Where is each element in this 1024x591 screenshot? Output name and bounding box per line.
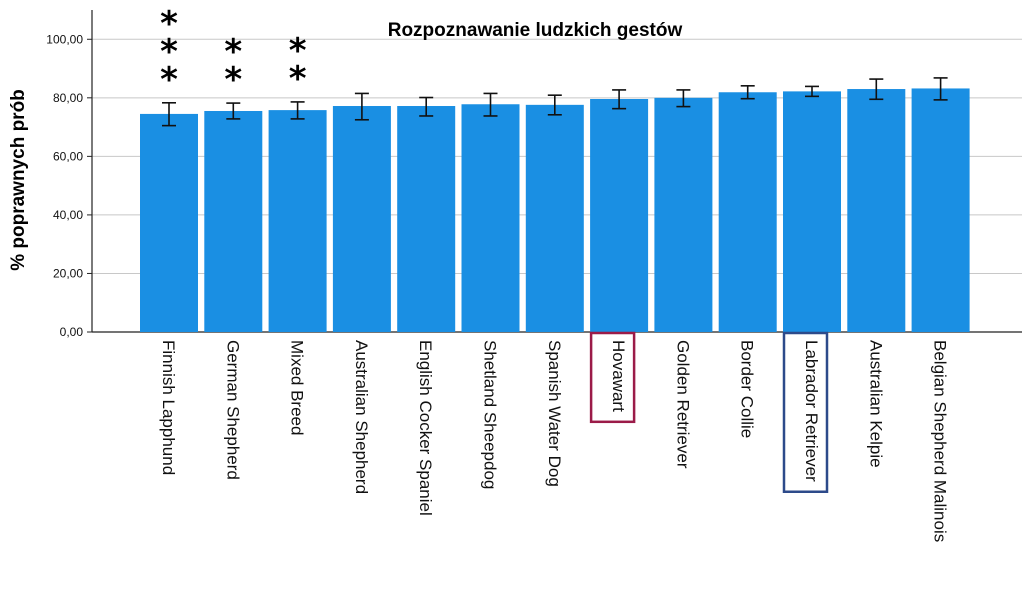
bar [718, 92, 777, 332]
bars [140, 88, 970, 333]
bar [590, 98, 649, 332]
highlight-boxes [589, 331, 829, 493]
chart-title: Rozpoznawanie ludzkich gestów [388, 20, 683, 41]
y-tick-label: 100,00 [46, 32, 83, 46]
bar [911, 88, 970, 332]
y-tick-label: 80,00 [53, 91, 83, 105]
error-bars [162, 77, 948, 127]
x-tick-label: Shetland Sheepdog [481, 340, 500, 489]
x-tick-label: Golden Retriever [673, 340, 692, 469]
bar [140, 113, 198, 332]
x-tick-label: Australian Shepherd [352, 340, 371, 494]
bar [525, 104, 584, 333]
y-tick-label: 60,00 [53, 149, 83, 163]
y-axis-label: % poprawnych prób [8, 89, 29, 271]
x-tick-label: German Shepherd [223, 340, 242, 480]
significance-star: * [289, 31, 307, 71]
significance-star: * [224, 32, 242, 72]
bar [332, 106, 391, 332]
y-tick-label: 40,00 [53, 208, 83, 222]
x-tick-label: Belgian Shepherd Malinois [931, 340, 950, 542]
significance-star: * [160, 4, 178, 44]
x-tick-label: Labrador Retriever [802, 340, 821, 482]
bar [397, 106, 456, 332]
x-tick-label: Finnish Lapphund [159, 340, 178, 475]
highlight-box [782, 331, 829, 493]
significance-star: * [160, 32, 178, 72]
x-tick-label: Border Collie [738, 340, 757, 438]
x-tick-label: Spanish Water Dog [545, 340, 564, 487]
significance-markers: ******* [160, 4, 307, 100]
significance-star: * [289, 59, 307, 99]
x-tick-label: English Cocker Spaniel [416, 340, 435, 516]
y-axis-ticks: 0,00 20,00 40,00 60,00 80,00 100,00 [46, 32, 92, 339]
bar [847, 89, 906, 332]
x-tick-label: Australian Kelpie [866, 340, 885, 468]
highlight-box [589, 331, 636, 424]
y-tick-label: 20,00 [53, 266, 83, 280]
bar [783, 91, 841, 333]
bar [268, 110, 327, 332]
y-tick-label: 0,00 [60, 325, 84, 339]
bar [204, 110, 263, 332]
x-axis-ticks: Finnish Lapphund German Shepherd Mixed Bre… [159, 340, 950, 542]
significance-star: * [224, 60, 242, 100]
significance-star: * [160, 60, 178, 100]
bar [461, 104, 520, 332]
x-tick-label: Mixed Breed [288, 340, 307, 435]
x-tick-label: Hovawart [609, 340, 628, 412]
bar [654, 97, 713, 333]
